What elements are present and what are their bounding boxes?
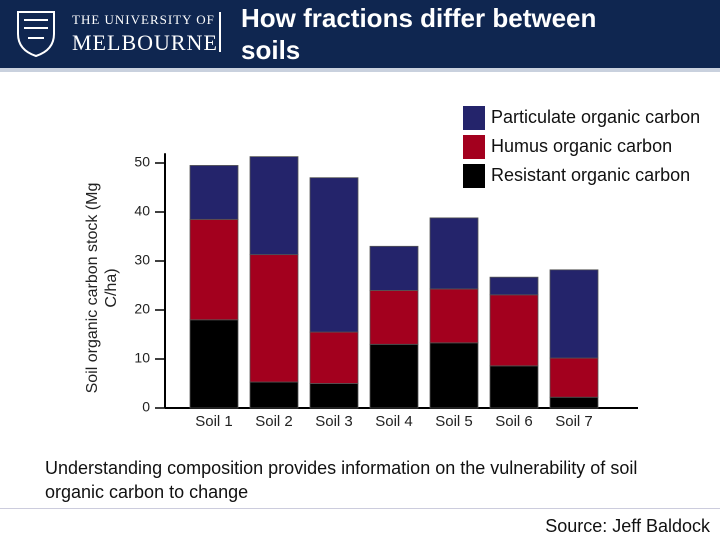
legend-label: Particulate organic carbon [491,107,700,127]
y-tick-label: 50 [134,154,150,170]
x-tick-label: Soil 4 [375,413,413,430]
bar-segment [429,217,479,290]
x-tick-label: Soil 3 [315,413,353,430]
bar-segment [549,396,599,409]
x-tick-label: Soil 1 [195,413,233,430]
legend-swatch [463,106,485,130]
bar-segment [249,156,299,256]
bar-segment [189,165,239,220]
bar-segment [489,294,539,367]
bar-segment [489,276,539,296]
legend-label: Humus organic carbon [491,136,672,156]
legend-swatch [463,135,485,159]
y-tick-label: 0 [142,399,150,415]
legend-swatch [463,164,485,188]
bar-segment [189,218,239,321]
source: Source: Jeff Baldock [545,516,710,536]
bar-segment [249,254,299,383]
bar-segment [549,357,599,398]
slide-title: How fractions differ between soils [241,3,597,65]
y-axis-label: Soil organic carbon stock (Mg C/ha) [84,182,120,394]
header-bar [0,0,720,72]
y-tick-label: 10 [134,350,150,366]
separator [0,508,720,509]
y-tick-label: 30 [134,252,150,268]
logo-crest [17,11,55,58]
legend-label: Resistant organic carbon [491,165,690,185]
bar-segment [489,365,539,409]
x-tick-label: Soil 2 [255,413,293,430]
bar-segment [309,177,359,333]
y-tick-label: 40 [134,203,150,219]
logo-line2: MELBOURNE [72,30,218,55]
bar-segment [309,383,359,409]
bar-segment [429,342,479,409]
bar-segment [429,288,479,344]
y-tick-label: 20 [134,301,150,317]
x-tick-label: Soil 6 [495,413,533,430]
bar-segment [549,269,599,359]
logo-line1: THE UNIVERSITY OF [72,12,215,27]
x-tick-label: Soil 5 [435,413,473,430]
bar-segment [189,319,239,409]
caption: Understanding composition provides infor… [45,458,638,502]
bar-segment [249,381,299,409]
logo-divider [219,12,221,52]
bar-segment [369,343,419,409]
bar-segment [309,331,359,384]
bar-segment [369,289,419,345]
x-tick-label: Soil 7 [555,413,593,430]
bar-segment [369,245,419,291]
